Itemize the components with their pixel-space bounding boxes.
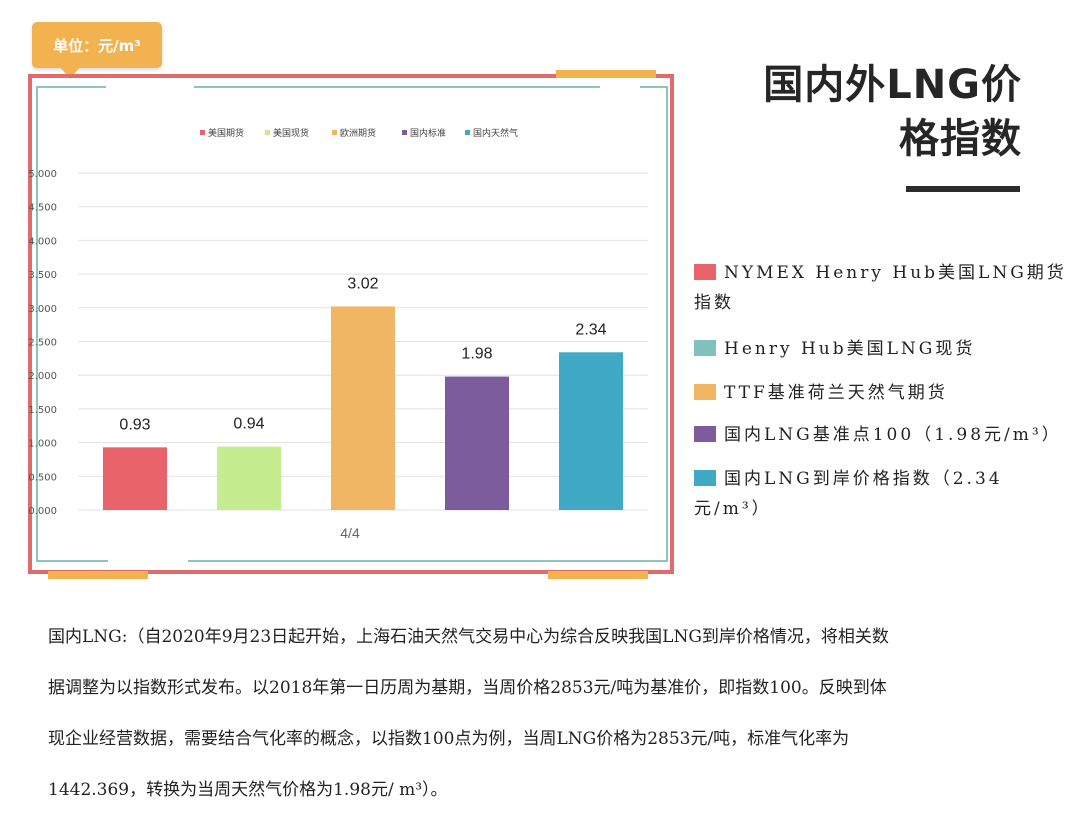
bar-data-label: 1.98: [461, 346, 492, 363]
y-tick-label: 2.000: [28, 371, 57, 382]
y-tick-label: 1.500: [28, 405, 57, 416]
frame-tab-bottom-left: [48, 571, 148, 579]
description-line-1: 国内LNG:（自2020年9月23日起开始，上海石油天然气交易中心为综合反映我国…: [48, 627, 889, 647]
y-tick-label: 1.000: [28, 439, 57, 450]
title-underline: [906, 186, 1020, 192]
bar-data-label: 0.94: [233, 416, 264, 433]
y-tick-label: 3.000: [28, 304, 57, 315]
bar: [103, 447, 167, 510]
description-line-2: 据调整为以指数形式发布。以2018年第一日历周为基期，当周价格2853元/吨为基…: [48, 678, 887, 698]
description-line-4: 1442.369，转换为当周天然气价格为1.98元/ m³）。: [48, 780, 448, 800]
inner-frame-gap-top-right: [600, 82, 640, 90]
y-tick-label: 4.500: [28, 203, 57, 214]
inner-frame-gap-top: [106, 82, 194, 90]
bar: [559, 352, 623, 510]
y-tick-label: 5.000: [28, 169, 57, 180]
chart-inner-frame: [36, 86, 668, 562]
frame-tab-bottom-right: [548, 571, 648, 579]
chart-legend-swatch: [332, 130, 337, 135]
page-title: 国内外LNG价 格指数: [722, 58, 1022, 166]
description-line-3: 现企业经营数据，需要结合气化率的概念，以指数100点为例，当周LNG价格为285…: [48, 729, 850, 749]
bar-chart: 0.000 0.500 1.000 1.500 2.000 2.500 3.000 3.500…: [28, 127, 648, 541]
page-title-line-1: 国内外LNG价: [763, 62, 1022, 108]
unit-badge: 单位：元/m³: [32, 22, 162, 79]
legend-swatch: [694, 384, 716, 400]
legend-swatch: [694, 426, 716, 442]
y-tick-label: 3.500: [28, 270, 57, 281]
side-legend-item: TTF基准荷兰天然气期货: [694, 378, 1070, 408]
chart-legend-label: 国内标准: [410, 127, 446, 139]
frame-tab-top: [556, 70, 656, 78]
bar: [445, 376, 509, 510]
legend-swatch: [694, 340, 716, 356]
legend-label: Henry Hub美国LNG现货: [724, 339, 976, 359]
legend-swatch: [694, 264, 716, 280]
chart-legend-label: 欧洲期货: [340, 127, 376, 139]
legend-swatch: [694, 470, 716, 486]
inner-frame-gap-bottom: [108, 558, 188, 566]
chart-legend-label: 国内天然气: [473, 127, 518, 139]
bar: [217, 446, 281, 510]
chart-legend-swatch: [265, 130, 270, 135]
chart-legend-label: 美国期货: [208, 127, 244, 139]
bar-data-label: 3.02: [347, 275, 378, 292]
bar: [331, 306, 395, 510]
side-legend-item: Henry Hub美国LNG现货: [694, 334, 1070, 364]
chart-legend-swatch: [402, 130, 407, 135]
y-tick-label: 2.500: [28, 338, 57, 349]
y-tick-label: 4.000: [28, 236, 57, 247]
legend-label: 国内LNG到岸价格指数（2.34元/m³）: [694, 469, 1003, 519]
legend-label: NYMEX Henry Hub美国LNG期货指数: [694, 263, 1067, 313]
chart-legend-swatch: [200, 130, 205, 135]
y-tick-label: 0.000: [28, 506, 57, 517]
legend-label: TTF基准荷兰天然气期货: [724, 383, 948, 403]
side-legend-item: NYMEX Henry Hub美国LNG期货指数: [694, 258, 1070, 318]
side-legend-item: 国内LNG到岸价格指数（2.34元/m³）: [694, 464, 1070, 524]
unit-badge-label: 单位：元/m³: [53, 36, 141, 55]
bar-data-label: 0.93: [119, 416, 150, 433]
chart-legend-swatch: [465, 130, 470, 135]
legend-label: 国内LNG基准点100（1.98元/m³）: [724, 425, 1062, 445]
y-tick-label: 0.500: [28, 472, 57, 483]
page-title-line-2: 格指数: [899, 116, 1022, 162]
bar-data-label: 2.34: [575, 321, 606, 338]
chart-legend-label: 美国现货: [273, 127, 309, 139]
description: 国内LNG:（自2020年9月23日起开始，上海石油天然气交易中心为综合反映我国…: [48, 612, 1048, 816]
x-category-label: 4/4: [340, 525, 360, 541]
chart-outer-frame: [28, 74, 674, 574]
side-legend-item: 国内LNG基准点100（1.98元/m³）: [694, 420, 1070, 450]
